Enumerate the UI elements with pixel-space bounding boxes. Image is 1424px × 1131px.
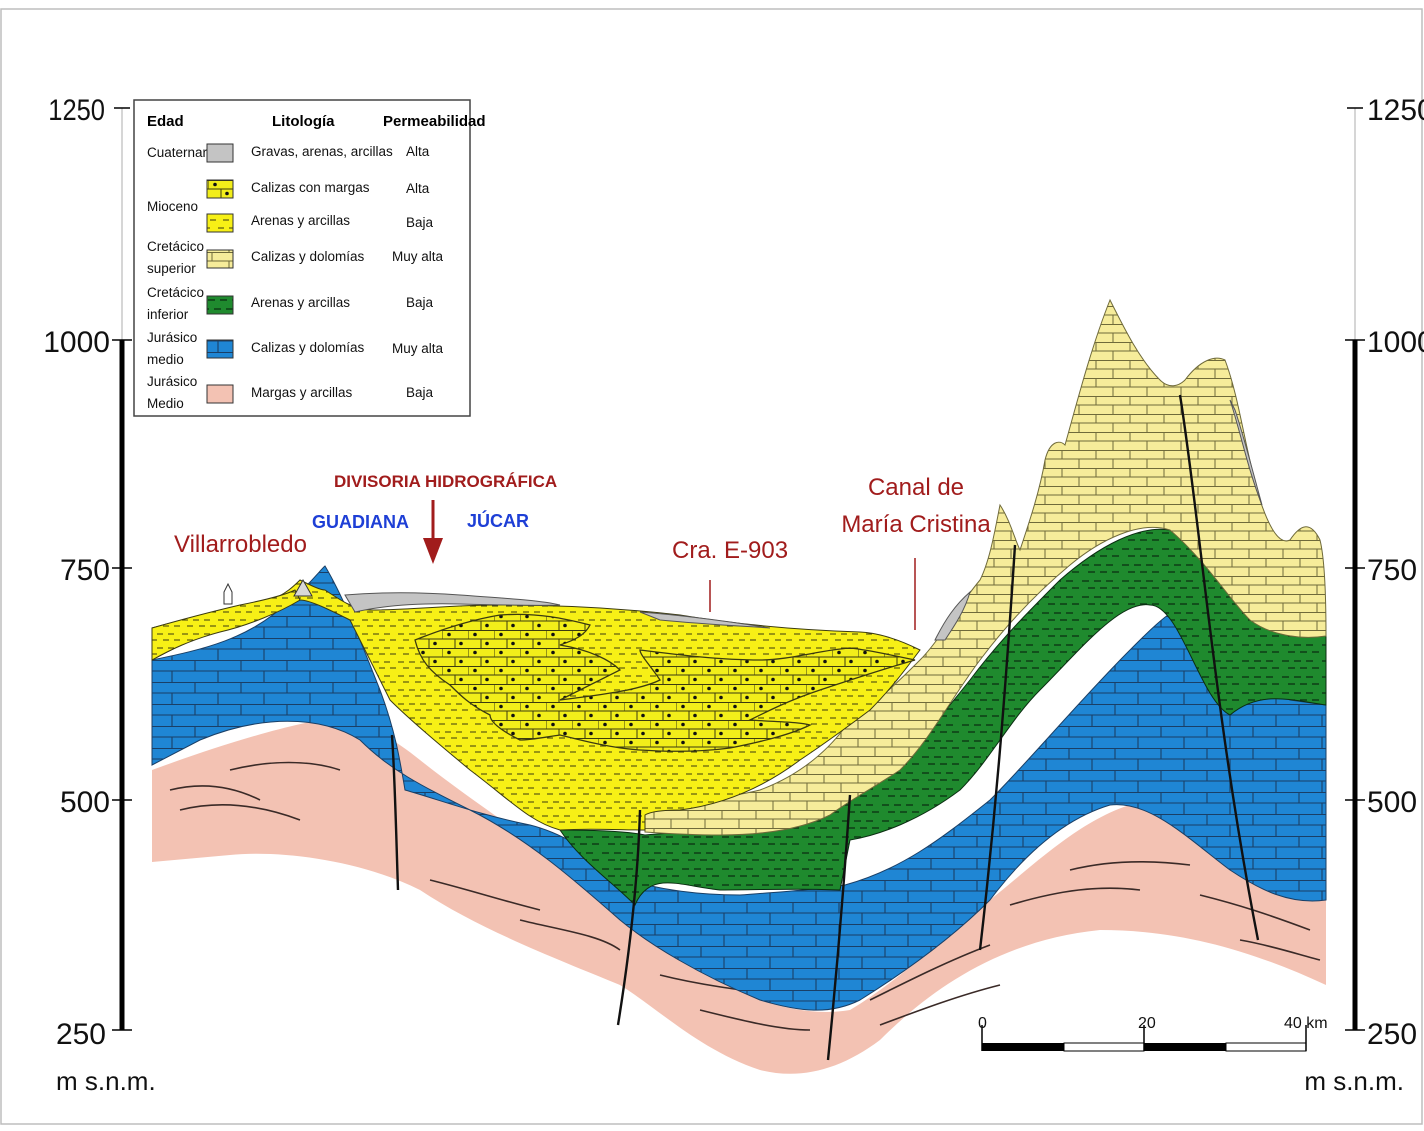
cuaternario-layer-4 [1229,399,1263,506]
right-tick-1000: 1000 [1367,326,1424,359]
scale-label-0: 0 [978,1015,987,1032]
label-guadiana: GUADIANA [312,512,409,532]
legend-age: Mioceno [147,199,198,214]
legend: Edad Litología Permeabilidad Cuaternario… [133,99,486,417]
building-icon [223,582,233,605]
legend-lithology: Margas y arcillas [251,385,353,400]
legend-lithology: Calizas y dolomías [251,249,365,264]
legend-age: Jurásico [147,330,197,345]
legend-age: Cuaternario [147,145,218,160]
label-canal-line1: Canal de [868,474,964,501]
mioceno-left-layer [151,589,301,661]
left-axis-unit: m s.n.m. [56,1066,156,1096]
legend-permeability: Muy alta [392,249,444,264]
peak-icon [293,578,313,597]
legend-swatch-cretacico-superior [206,249,234,269]
left-tick-250: 250 [56,1018,106,1051]
left-tick-1000: 1000 [43,326,110,359]
label-cra: Cra. E-903 [672,537,788,564]
cuaternario-layer-2 [639,611,771,629]
legend-age: medio [147,352,184,367]
legend-lithology: Arenas y arcillas [251,295,350,310]
right-tick-250: 250 [1367,1018,1417,1051]
divide-arrow-icon [423,500,443,564]
label-villarrobledo: Villarrobledo [174,531,307,558]
legend-swatch-mioceno-calizas [206,179,234,199]
legend-lithology: Arenas y arcillas [251,213,350,228]
legend-lithology: Calizas y dolomías [251,340,365,355]
left-tick-1250: 1250 [48,93,105,126]
right-axis: 1250 1000 750 500 250 m s.n.m. [1304,94,1424,1096]
legend-lithology: Calizas con margas [251,180,370,195]
label-jucar: JÚCAR [467,510,529,531]
legend-permeability: Baja [406,295,434,310]
scale-label-40: 40 km [1284,1015,1328,1032]
legend-permeability: Muy alta [392,341,444,356]
left-tick-500: 500 [60,786,110,819]
legend-swatch-mioceno-arenas [206,213,234,233]
scale-bar: 0 20 40 km [978,1015,1328,1052]
legend-box [133,99,471,417]
margas-strokes [169,761,1321,1031]
legend-lithology: Gravas, arenas, arcillas [251,144,393,159]
label-canal-line2: María Cristina [841,511,991,538]
legend-permeability: Baja [406,215,434,230]
right-axis-unit: m s.n.m. [1304,1066,1404,1096]
legend-swatch-cuaternario [206,143,234,163]
jurasico-margas-layer [152,718,1326,1074]
fault-lines [390,394,1260,1061]
legend-age: Medio [147,396,184,411]
figure-frame [0,8,1423,1125]
label-divisoria: DIVISORIA HIDROGRÁFICA [334,472,557,491]
right-tick-1250: 1250 [1367,94,1424,127]
legend-permeability: Alta [406,181,430,196]
legend-swatch-jurasico-calizas [206,339,234,359]
legend-permeability: Alta [406,144,430,159]
cretacico-superior-layer [644,298,1327,836]
legend-permeability: Baja [406,385,434,400]
legend-age: Cretácico [147,239,204,254]
legend-age: Cretácico [147,285,204,300]
legend-swatch-cretacico-inferior [206,295,234,315]
legend-header-permeabilidad: Permeabilidad [383,113,486,130]
legend-age: Jurásico [147,374,197,389]
cuaternario-layer-3 [934,590,971,641]
right-tick-750: 750 [1367,554,1417,587]
cuaternario-layer [344,592,561,613]
legend-swatch-jurasico-margas [206,384,234,404]
legend-age: superior [147,261,196,276]
left-tick-750: 750 [60,554,110,587]
legend-age: inferior [147,307,189,322]
legend-header-edad: Edad [147,113,184,130]
legend-header-litologia: Litología [272,113,335,130]
mioceno-calizas-layer [414,613,916,752]
scale-label-20: 20 [1138,1015,1156,1032]
right-tick-500: 500 [1367,786,1417,819]
left-axis: 1250 1000 750 500 250 m s.n.m. [43,93,155,1096]
